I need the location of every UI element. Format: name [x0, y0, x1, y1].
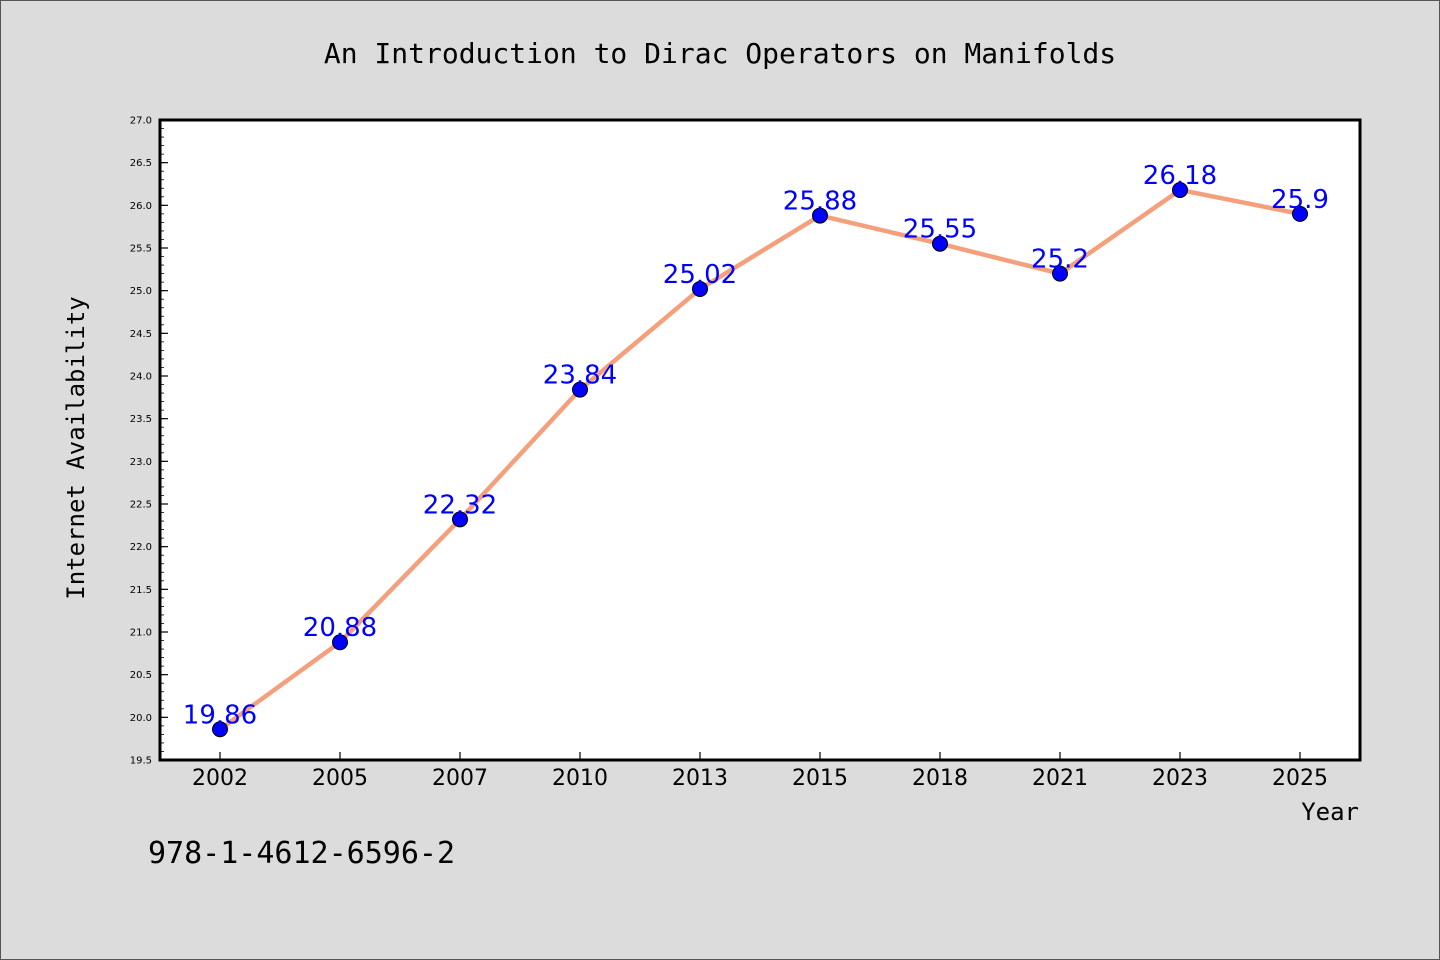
x-tick-label: 2021 [1032, 766, 1088, 791]
data-label: 25.02 [663, 260, 737, 290]
plot-area [158, 118, 1362, 762]
y-axis-label: Internet Availability [62, 296, 90, 599]
y-tick-label: 21.5 [130, 585, 152, 596]
series-line-group [217, 187, 1303, 732]
y-tick-label: 24.5 [130, 329, 152, 340]
x-tick-label: 2007 [432, 766, 488, 791]
data-label: 19.86 [183, 700, 257, 730]
x-tick-label: 2013 [672, 766, 728, 791]
x-tick-label: 2002 [192, 766, 248, 791]
data-label: 25.9 [1271, 185, 1329, 215]
data-point-marker [212, 721, 228, 738]
x-axis: 2002 2005 2007 2010 2013 2015 2018 2021 2023 2025 [192, 752, 1328, 791]
data-point-marker [332, 634, 348, 651]
data-label: 23.84 [543, 361, 617, 391]
x-tick-label: 2025 [1272, 766, 1328, 791]
y-tick-label: 20.0 [130, 713, 152, 724]
y-tick-label: 26.5 [130, 158, 152, 169]
y-tick-label: 23.0 [130, 457, 152, 468]
y-tick-label: 27.0 [130, 116, 152, 127]
data-labels: 19.86 20.88 22.32 23.84 25.02 25.88 25.55 25.2 2… [183, 161, 1329, 730]
y-tick-label: 20.5 [130, 670, 152, 681]
data-label: 25.88 [783, 187, 857, 217]
x-tick-label: 2018 [912, 766, 968, 791]
data-points [212, 181, 1308, 738]
data-point-marker [572, 381, 588, 398]
y-tick-label: 25.0 [130, 286, 152, 297]
data-label: 25.2 [1031, 245, 1089, 275]
x-tick-label: 2010 [552, 766, 608, 791]
data-point-marker [1052, 265, 1068, 282]
data-point-marker [452, 511, 468, 528]
data-point-marker [1292, 205, 1308, 222]
data-point-marker [1172, 181, 1188, 198]
chart-title: An Introduction to Dirac Operators on Ma… [324, 37, 1116, 70]
data-label: 22.32 [423, 490, 497, 520]
data-label: 25.55 [903, 215, 977, 245]
series-line [217, 187, 1303, 732]
y-tick-label: 22.0 [130, 542, 152, 553]
y-tick-label: 23.5 [130, 414, 152, 425]
data-point-marker [932, 235, 948, 252]
y-tick-label: 26.0 [130, 201, 152, 212]
y-tick-label: 25.5 [130, 244, 152, 255]
x-tick-label: 2005 [312, 766, 368, 791]
y-tick-label: 22.5 [130, 500, 152, 511]
x-axis-label: Year [1301, 798, 1359, 826]
y-tick-label: 24.0 [130, 372, 152, 383]
x-tick-label: 2023 [1152, 766, 1208, 791]
isbn-annotation: 978-1-4612-6596-2 [148, 836, 455, 871]
y-tick-label: 21.0 [130, 628, 152, 639]
y-tick-label: 19.5 [130, 756, 152, 767]
y-axis: 19.5 20.0 20.5 21.0 21.5 22.0 22.5 23.0 23.5 24.0… [130, 116, 168, 767]
data-label: 20.88 [303, 613, 377, 643]
data-point-marker [812, 207, 828, 224]
x-tick-label: 2015 [792, 766, 848, 791]
data-label: 26.18 [1143, 161, 1217, 191]
data-point-marker [692, 280, 708, 297]
